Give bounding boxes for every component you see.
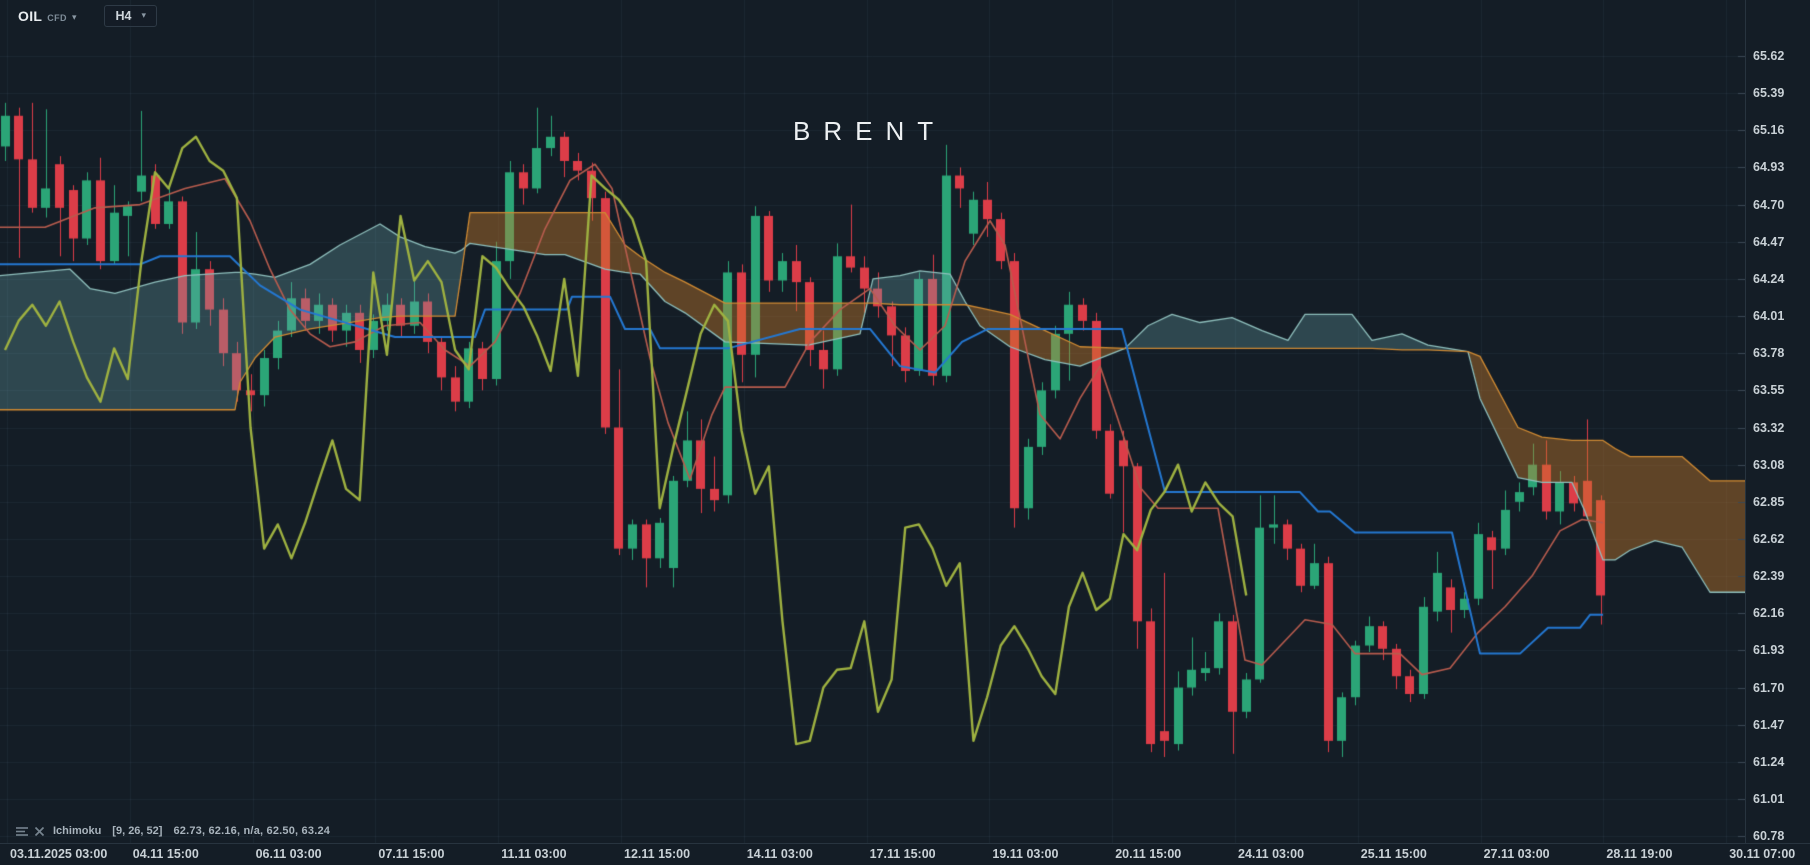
price-axis[interactable]: 65.62 65.39 65.16 64.93 64.70 64.47 64.24 64.01… xyxy=(1746,0,1810,843)
time-axis-label: 07.11 15:00 xyxy=(378,847,445,861)
price-axis-label: 61.01 xyxy=(1753,792,1785,806)
time-axis-label: 04.11 15:00 xyxy=(132,847,199,861)
symbol-label: OIL xyxy=(18,8,43,24)
time-axis-label: 30.11 07:00 xyxy=(1729,847,1796,861)
price-axis-label: 63.32 xyxy=(1753,420,1785,435)
time-axis-label: 19.11 03:00 xyxy=(992,847,1059,861)
price-axis-label: 61.47 xyxy=(1753,717,1785,732)
price-axis-label: 62.85 xyxy=(1753,494,1785,509)
price-axis-label: 61.70 xyxy=(1753,680,1785,695)
price-axis-label: 65.39 xyxy=(1753,86,1785,101)
timeframe-label: H4 xyxy=(115,9,132,23)
indicator-values: 62.73, 62.16, n/a, 62.50, 63.24 xyxy=(173,825,331,837)
indicator-settings-icon[interactable] xyxy=(16,826,28,836)
price-axis-label: 60.78 xyxy=(1753,829,1785,844)
price-chart-canvas[interactable] xyxy=(0,0,1745,843)
chart-toolbar: OIL CFD ▾ H4 ▾ xyxy=(0,0,157,32)
time-axis-label: 20.11 15:00 xyxy=(1115,847,1182,861)
indicator-name: Ichimoku xyxy=(53,825,102,837)
time-axis-label: 06.11 03:00 xyxy=(255,847,322,861)
price-axis-label: 62.62 xyxy=(1753,531,1785,546)
price-axis-label: 65.62 xyxy=(1753,49,1785,63)
price-axis-label: 64.93 xyxy=(1753,160,1785,175)
time-axis-label: 12.11 15:00 xyxy=(624,847,691,861)
symbol-selector[interactable]: OIL CFD ▾ xyxy=(18,8,76,24)
price-axis-label: 64.47 xyxy=(1753,234,1785,249)
price-axis-label: 62.16 xyxy=(1753,606,1785,621)
time-axis-label: 17.11 15:00 xyxy=(869,847,936,861)
price-axis-label: 61.24 xyxy=(1753,754,1785,769)
time-axis-label: 11.11 03:00 xyxy=(501,847,567,861)
price-axis-label: 65.16 xyxy=(1753,123,1785,138)
time-axis-label: 14.11 03:00 xyxy=(746,847,813,861)
chevron-down-icon: ▾ xyxy=(71,12,77,22)
price-axis-label: 62.39 xyxy=(1753,569,1785,584)
indicator-legend: Ichimoku [9, 26, 52] 62.73, 62.16, n/a, … xyxy=(16,825,330,837)
time-axis[interactable]: 03.11.2025 03:00 04.11 15:00 06.11 03:00 07… xyxy=(0,844,1810,865)
price-axis-label: 63.08 xyxy=(1753,457,1785,472)
time-axis-label: 28.11 19:00 xyxy=(1606,847,1673,861)
price-axis-label: 61.93 xyxy=(1753,643,1785,658)
indicator-params: [9, 26, 52] xyxy=(112,825,163,837)
time-axis-label: 25.11 15:00 xyxy=(1360,847,1427,861)
indicator-close-icon[interactable] xyxy=(35,826,44,836)
symbol-type-label: CFD xyxy=(47,13,67,23)
price-axis-label: 63.78 xyxy=(1753,346,1785,361)
chevron-down-icon: ▾ xyxy=(141,9,146,20)
price-axis-label: 64.24 xyxy=(1753,271,1785,286)
time-axis-separator xyxy=(0,843,1810,844)
time-axis-label: 24.11 03:00 xyxy=(1238,847,1305,861)
timeframe-selector[interactable]: H4 ▾ xyxy=(104,5,157,27)
price-axis-label: 64.70 xyxy=(1753,197,1785,212)
price-axis-separator xyxy=(1745,0,1746,843)
time-axis-label: 27.11 03:00 xyxy=(1483,847,1550,861)
time-axis-label: 03.11.2025 03:00 xyxy=(10,847,108,861)
price-axis-label: 64.01 xyxy=(1753,309,1785,324)
price-axis-label: 63.55 xyxy=(1753,383,1785,398)
